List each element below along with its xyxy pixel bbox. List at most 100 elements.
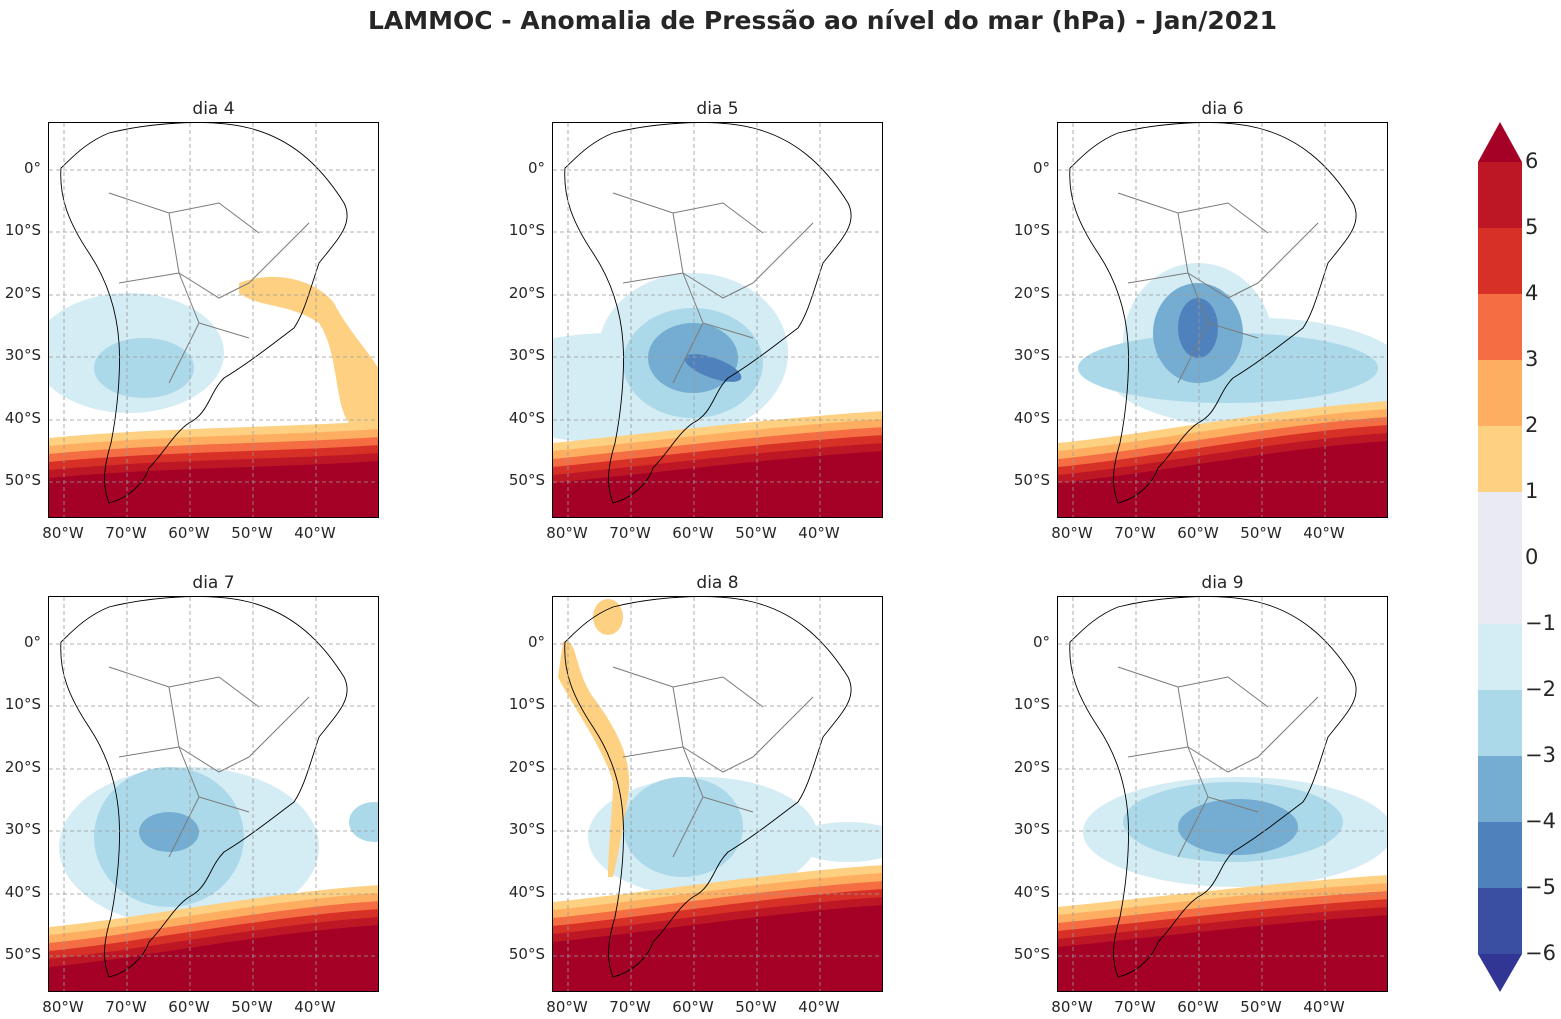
lon-tick-label: 70°W	[1114, 524, 1156, 542]
map-panel: dia 6 0° 10°S 20°S 30°S 40°S 50°S 80°W 70°W 60°W 5…	[1014, 99, 1388, 542]
lon-tick-label: 40°W	[294, 524, 336, 542]
anomaly-contour	[793, 822, 882, 862]
lon-tick-label: 50°W	[231, 998, 273, 1016]
colorbar-tick-label: −4	[1525, 809, 1556, 833]
colorbar-band	[1478, 492, 1522, 558]
panel-title: dia 5	[696, 99, 739, 119]
lat-tick-label: 0°	[1032, 633, 1050, 651]
lat-tick-label: 10°S	[1013, 695, 1050, 713]
lon-tick-label: 60°W	[1177, 998, 1219, 1016]
anomaly-contour	[558, 641, 630, 877]
country-border	[622, 272, 684, 284]
lat-tick-label: 20°S	[1013, 284, 1050, 302]
lon-tick-label: 80°W	[1051, 524, 1093, 542]
lon-tick-label: 80°W	[42, 524, 84, 542]
anomaly-contour	[49, 925, 378, 991]
lat-tick-label: 10°S	[4, 221, 41, 239]
contour-map	[49, 597, 378, 991]
lat-tick-label: 30°S	[4, 346, 41, 364]
anomaly-contour	[553, 905, 882, 991]
lat-tick-label: 50°S	[4, 471, 41, 489]
country-border	[1177, 212, 1259, 299]
colorbar-tick-label: −6	[1525, 941, 1556, 965]
lon-tick-label: 60°W	[168, 524, 210, 542]
lat-tick-label: 20°S	[1013, 758, 1050, 776]
colorbar-tick-label: −1	[1525, 611, 1556, 635]
colorbar-band	[1478, 624, 1522, 690]
panel-title: dia 4	[192, 99, 235, 119]
anomaly-contour	[1178, 298, 1218, 358]
country-border	[1177, 322, 1209, 384]
lat-tick-label: 20°S	[4, 284, 41, 302]
colorbar-band	[1478, 690, 1522, 756]
anomaly-contour	[553, 451, 882, 517]
anomaly-contour	[1058, 441, 1387, 517]
colorbar-tick-label: 6	[1525, 149, 1539, 173]
colorbar-tick-label: 1	[1525, 479, 1539, 503]
lat-tick-label: 50°S	[4, 945, 41, 963]
lon-tick-label: 60°W	[672, 998, 714, 1016]
lat-tick-label: 0°	[527, 633, 545, 651]
lon-tick-label: 80°W	[42, 998, 84, 1016]
map-panel: dia 4 0° 10°S 20°S 30°S 40°S 50°S 80°W 70°W 60°W 5…	[5, 99, 379, 542]
country-border	[672, 686, 754, 773]
country-border	[108, 192, 260, 234]
coastline	[1069, 123, 1357, 504]
contour-map	[1058, 597, 1387, 991]
contour-map	[553, 123, 882, 517]
lat-tick-label: 40°S	[4, 409, 41, 427]
anomaly-contour	[49, 461, 378, 517]
map-frame	[552, 122, 883, 518]
country-border	[248, 696, 310, 758]
coastline	[60, 597, 348, 978]
coastline	[564, 123, 852, 504]
contour-map	[49, 123, 378, 517]
colorbar-extend-min	[1478, 954, 1522, 992]
lat-tick-label: 30°S	[508, 346, 545, 364]
panel-title: dia 6	[1201, 99, 1244, 119]
country-border	[1257, 696, 1319, 758]
anomaly-contour	[349, 802, 378, 842]
map-frame	[48, 596, 379, 992]
colorbar-band	[1478, 360, 1522, 426]
country-border	[248, 222, 310, 284]
lon-tick-label: 60°W	[672, 524, 714, 542]
colorbar-band	[1478, 228, 1522, 294]
lat-tick-label: 40°S	[1013, 409, 1050, 427]
lat-tick-label: 30°S	[1013, 346, 1050, 364]
country-border	[752, 696, 814, 758]
contour-map	[553, 597, 882, 991]
panel-title: dia 9	[1201, 573, 1244, 593]
colorbar-band	[1478, 294, 1522, 360]
lon-tick-label: 50°W	[1240, 524, 1282, 542]
colorbar-band	[1478, 162, 1522, 228]
lon-tick-label: 70°W	[609, 524, 651, 542]
colorbar-band	[1478, 822, 1522, 888]
lon-tick-label: 50°W	[735, 524, 777, 542]
lon-tick-label: 60°W	[1177, 524, 1219, 542]
lat-tick-label: 20°S	[508, 758, 545, 776]
lon-tick-label: 70°W	[609, 998, 651, 1016]
lon-tick-label: 50°W	[1240, 998, 1282, 1016]
anomaly-contour	[139, 812, 199, 852]
anomaly-contour	[94, 338, 194, 398]
colorbar-tick-label: −5	[1525, 875, 1556, 899]
country-border	[672, 212, 754, 299]
figure-title: LAMMOC - Anomalia de Pressão ao nível do…	[367, 6, 1278, 35]
lon-tick-label: 40°W	[798, 998, 840, 1016]
colorbar-tick-label: 5	[1525, 215, 1539, 239]
lat-tick-label: 0°	[527, 159, 545, 177]
lat-tick-label: 50°S	[1013, 945, 1050, 963]
country-border	[622, 746, 684, 758]
country-border	[118, 272, 180, 284]
lon-tick-label: 70°W	[1114, 998, 1156, 1016]
country-border	[168, 322, 200, 384]
country-border	[1117, 666, 1269, 708]
country-border	[612, 666, 764, 708]
lon-tick-label: 70°W	[105, 524, 147, 542]
colorbar-band	[1478, 756, 1522, 822]
lat-tick-label: 50°S	[508, 471, 545, 489]
lon-tick-label: 60°W	[168, 998, 210, 1016]
country-border	[672, 322, 704, 384]
map-frame	[1057, 596, 1388, 992]
